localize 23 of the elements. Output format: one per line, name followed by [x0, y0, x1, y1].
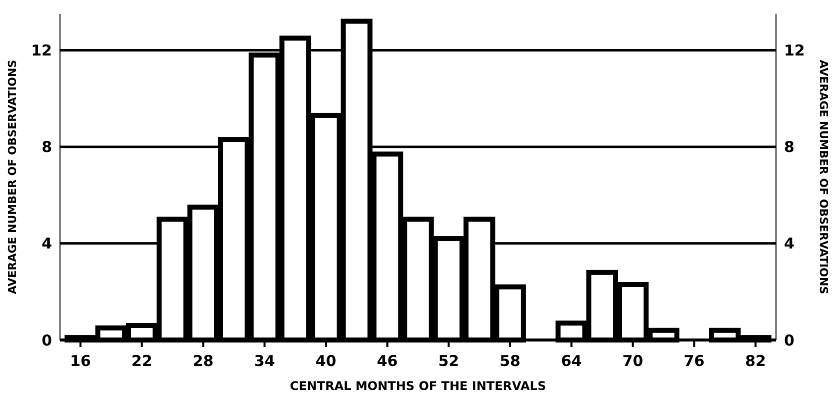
y-tick-label: 12 — [31, 41, 52, 60]
x-tick-label: 58 — [500, 352, 520, 370]
x-tick-label: 76 — [684, 352, 705, 370]
y2-tick-label: 0 — [784, 331, 794, 350]
x-tick-label: 52 — [438, 352, 460, 370]
x-axis-title: CENTRAL MONTHS OF THE INTERVALS — [290, 379, 546, 393]
y-tick-label: 4 — [42, 234, 52, 253]
x-tick-label: 82 — [745, 352, 766, 370]
x-tick-label: 64 — [560, 352, 582, 370]
y-tick-label: 0 — [42, 331, 52, 350]
y2-axis-title: AVERAGE NUMBER OF OBSERVATIONS — [817, 60, 830, 294]
x-tick-label: 46 — [376, 352, 398, 370]
y2-tick-label: 8 — [784, 138, 794, 156]
y-tick-label: 8 — [42, 138, 52, 156]
y2-tick-label: 12 — [784, 41, 805, 60]
y2-tick-label: 4 — [784, 234, 794, 253]
x-tick-label: 70 — [622, 352, 644, 370]
x-tick-label: 34 — [254, 352, 276, 370]
x-tick-label: 40 — [316, 352, 336, 370]
y-axis-title: AVERAGE NUMBER OF OBSERVATIONS — [6, 60, 19, 294]
x-tick-label: 22 — [131, 352, 152, 370]
x-tick-label: 16 — [70, 352, 91, 370]
x-tick-label: 28 — [192, 352, 214, 370]
